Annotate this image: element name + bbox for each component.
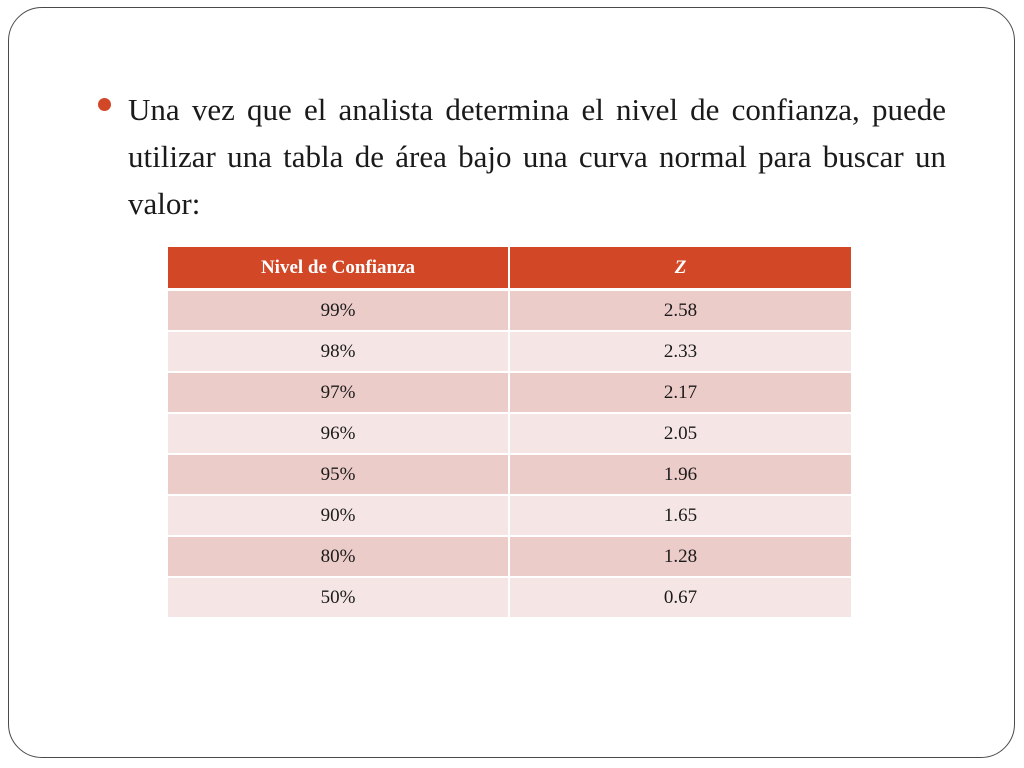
- cell-level: 96%: [168, 412, 509, 454]
- cell-level: 80%: [168, 535, 509, 577]
- bullet-text: Una vez que el analista determina el niv…: [128, 92, 946, 221]
- table-row: 90% 1.65: [168, 494, 851, 536]
- table-row: 98% 2.33: [168, 330, 851, 372]
- cell-z: 0.67: [508, 576, 851, 617]
- cell-z: 1.65: [508, 494, 851, 536]
- cell-level: 99%: [168, 288, 509, 331]
- table-row: 99% 2.58: [168, 288, 851, 331]
- table-header-row: Nivel de Confianza Z: [168, 247, 851, 291]
- table-row: 80% 1.28: [168, 535, 851, 577]
- table-row: 96% 2.05: [168, 412, 851, 454]
- cell-z: 1.96: [508, 453, 851, 495]
- cell-z: 2.33: [508, 330, 851, 372]
- cell-z: 1.28: [508, 535, 851, 577]
- table-row: 50% 0.67: [168, 576, 851, 617]
- header-nivel-de-confianza: Nivel de Confianza: [168, 247, 509, 291]
- cell-z: 2.58: [508, 288, 851, 331]
- cell-level: 90%: [168, 494, 509, 536]
- table-row: 95% 1.96: [168, 453, 851, 495]
- cell-level: 50%: [168, 576, 509, 617]
- cell-level: 98%: [168, 330, 509, 372]
- header-z: Z: [508, 247, 851, 291]
- cell-z: 2.17: [508, 371, 851, 413]
- cell-level: 97%: [168, 371, 509, 413]
- bullet-item: Una vez que el analista determina el niv…: [128, 86, 946, 227]
- cell-level: 95%: [168, 453, 509, 495]
- confidence-z-table: Nivel de Confianza Z 99% 2.58 98% 2.33 9…: [168, 247, 851, 617]
- table-row: 97% 2.17: [168, 371, 851, 413]
- cell-z: 2.05: [508, 412, 851, 454]
- bullet-dot-icon: [98, 98, 111, 111]
